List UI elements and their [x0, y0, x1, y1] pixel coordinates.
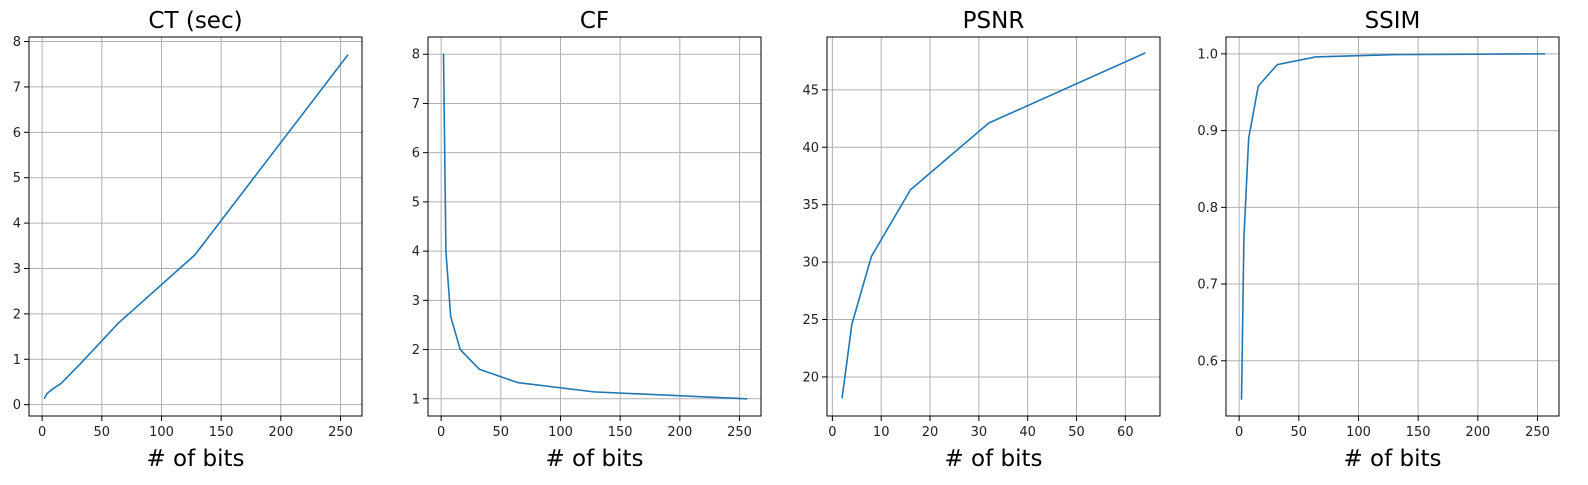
x-tick-label: 200	[667, 425, 692, 440]
chart-panel-3: 0 10 20 30 40 50 60 20 25 30 35 40 45 PSNR # of bits	[802, 8, 1161, 472]
series-line	[1240, 53, 1546, 400]
x-tick-label: 50	[1291, 425, 1308, 440]
plot-frame	[28, 36, 363, 417]
y-tick-label: 1	[412, 392, 420, 407]
y-tick-label: 4	[412, 245, 420, 260]
x-tick-label: 50	[94, 425, 111, 440]
y-tick-label: 25	[802, 313, 819, 328]
x-tick-label: 250	[328, 425, 353, 440]
x-tick-label: 150	[209, 425, 234, 440]
x-tick-label: 0	[437, 425, 445, 440]
plot-frame	[1225, 36, 1560, 417]
x-tick-label: 0	[38, 425, 46, 440]
y-tick-label: 0	[13, 398, 21, 413]
chart-title: CF	[580, 8, 609, 34]
x-tick-label: 150	[608, 425, 633, 440]
y-tick-label: 5	[13, 171, 21, 186]
chart-title: CT (sec)	[148, 8, 242, 34]
series-line	[442, 53, 748, 400]
y-tick-label: 3	[412, 294, 420, 309]
y-tick-label: 35	[802, 198, 819, 213]
x-tick-label: 0	[1235, 425, 1243, 440]
chart-title: PSNR	[963, 8, 1025, 34]
y-tick-label: 2	[13, 307, 21, 322]
x-tick-label: 60	[1117, 425, 1134, 440]
series-line	[841, 52, 1146, 399]
x-tick-label: 150	[1406, 425, 1431, 440]
y-tick-label: 4	[13, 217, 21, 232]
series-line	[43, 54, 349, 400]
x-tick-label: 20	[922, 425, 939, 440]
y-tick-label: 1	[13, 353, 21, 368]
x-tick-label: 100	[1346, 425, 1371, 440]
y-tick-label: 30	[802, 256, 819, 271]
x-tick-label: 100	[149, 425, 174, 440]
x-tick-label: 40	[1019, 425, 1036, 440]
y-tick-label: 5	[412, 195, 420, 210]
x-axis-label: # of bits	[146, 446, 244, 472]
x-axis-label: # of bits	[1343, 446, 1441, 472]
x-tick-label: 50	[1068, 425, 1085, 440]
y-tick-label: 45	[802, 83, 819, 98]
x-tick-label: 0	[828, 425, 836, 440]
plot-frame	[427, 36, 762, 417]
chart-panel-1: 0 50 100 150 200 250 0 1 2 3 4 5 6 7 8 CT (sec) # of bit…	[13, 8, 363, 472]
plot-frame	[826, 36, 1161, 417]
chart-panel-2: 0 50 100 150 200 250 1 2 3 4 5 6 7 8 CF # of bits	[412, 8, 762, 472]
x-tick-label: 250	[727, 425, 752, 440]
y-tick-label: 6	[13, 126, 21, 141]
x-tick-label: 100	[548, 425, 573, 440]
x-tick-label: 200	[1465, 425, 1490, 440]
y-tick-label: 8	[412, 48, 420, 63]
y-tick-label: 40	[802, 141, 819, 156]
y-tick-label: 2	[412, 343, 420, 358]
y-tick-label: 6	[412, 146, 420, 161]
x-tick-label: 10	[873, 425, 890, 440]
y-tick-label: 7	[13, 80, 21, 95]
x-axis-label: # of bits	[545, 446, 643, 472]
y-tick-label: 8	[13, 35, 21, 50]
x-axis-label: # of bits	[944, 446, 1042, 472]
y-tick-label: 0.6	[1197, 354, 1218, 369]
x-tick-label: 50	[493, 425, 510, 440]
chart-panel-4: 0 50 100 150 200 250 0.6 0.7 0.8 0.9 1.0 SSIM # of b…	[1197, 8, 1560, 472]
x-tick-label: 200	[268, 425, 293, 440]
x-tick-label: 30	[971, 425, 988, 440]
y-tick-label: 1.0	[1197, 47, 1218, 62]
y-tick-label: 0.9	[1197, 124, 1218, 139]
y-tick-label: 7	[412, 97, 420, 112]
y-tick-label: 20	[802, 370, 819, 385]
y-tick-label: 0.8	[1197, 201, 1218, 216]
chart-title: SSIM	[1365, 8, 1421, 34]
x-tick-label: 250	[1525, 425, 1550, 440]
y-tick-label: 3	[13, 262, 21, 277]
y-tick-label: 0.7	[1197, 278, 1218, 293]
